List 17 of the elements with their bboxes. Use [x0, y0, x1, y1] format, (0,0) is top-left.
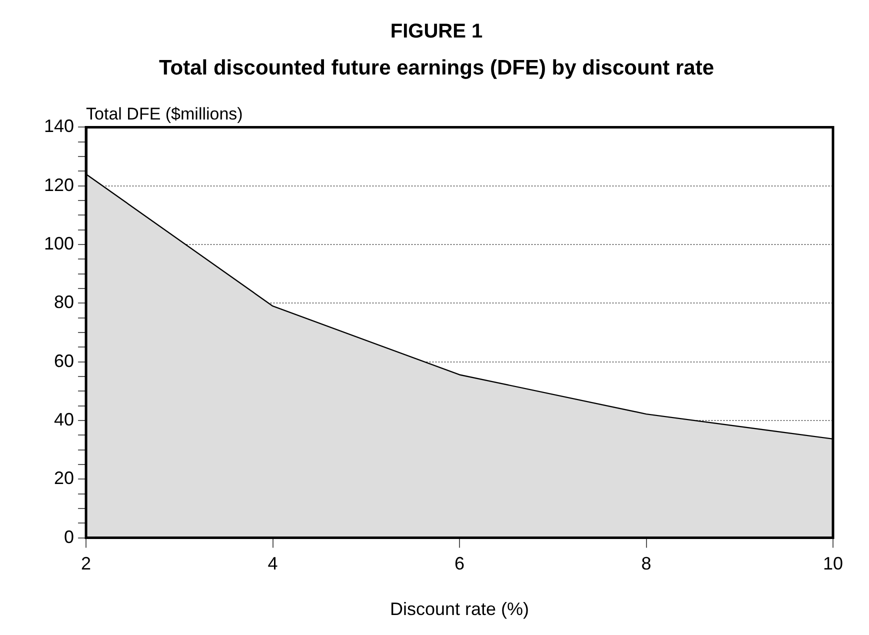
x-tick-label: 4 — [268, 554, 278, 574]
y-tick-label: 80 — [54, 292, 74, 312]
x-tick-label: 10 — [822, 554, 844, 574]
x-axis-title: Discount rate (%) — [390, 599, 530, 620]
y-tick-label: 20 — [54, 468, 74, 488]
x-tick-label: 6 — [454, 554, 465, 574]
y-tick-label: 0 — [64, 526, 74, 547]
y-tick-label: 40 — [54, 409, 74, 430]
x-tick-label: 8 — [641, 554, 652, 574]
y-tick-label: 100 — [44, 233, 74, 254]
y-tick-label: 60 — [54, 350, 74, 371]
x-tick-label: 2 — [81, 554, 92, 574]
y-tick-label: 120 — [44, 174, 74, 195]
y-tick-label: 140 — [44, 116, 74, 136]
chart-subtitle: Total discounted future earnings (DFE) by discount rate — [159, 56, 714, 80]
y-axis-title: Total DFE ($millions) — [86, 104, 243, 124]
chart-title: FIGURE 1 — [390, 20, 483, 43]
